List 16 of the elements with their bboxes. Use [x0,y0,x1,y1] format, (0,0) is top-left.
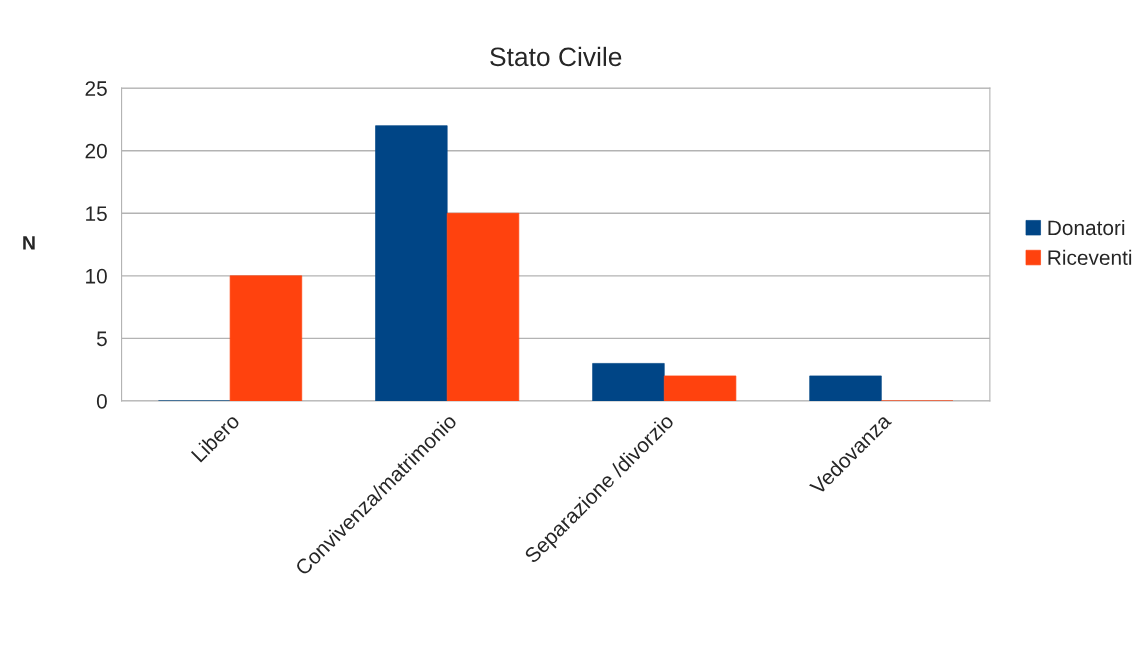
y-axis-title: N [23,236,35,250]
y-tick-label: 25 [85,81,107,96]
bar [446,212,520,401]
legend-label: Donatori [1048,219,1125,236]
bar [809,375,882,401]
y-tick-label: 0 [96,393,107,409]
bar [229,275,303,401]
y-tick-label: 15 [86,206,107,222]
y-tick-label: 20 [85,143,107,159]
bar [375,125,448,401]
chart-title: Stato Civile [490,46,622,67]
bar [663,375,737,401]
y-tick-label: 5 [96,331,107,347]
y-tick-label: 10 [86,268,107,284]
bar [592,363,665,401]
legend-label: Riceventi [1048,249,1132,266]
